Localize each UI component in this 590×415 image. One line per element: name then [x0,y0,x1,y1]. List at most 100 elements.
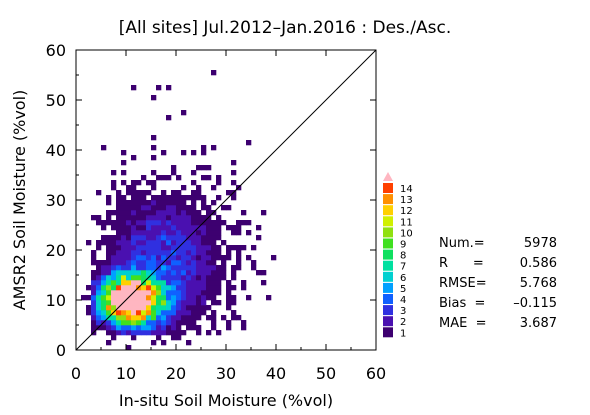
density-cell [206,235,212,241]
density-cell [126,250,132,256]
density-cell [146,235,152,241]
density-cell [271,255,277,261]
density-cell [141,310,147,316]
density-cell [186,240,192,246]
density-cell [191,250,197,256]
density-cell [206,280,212,286]
density-cell [196,270,202,276]
density-cell [171,295,177,301]
density-cell [186,210,192,216]
density-cell [216,265,222,271]
density-cell [201,290,207,296]
density-cell [171,200,177,206]
density-cell [111,290,117,296]
density-cell [191,195,197,201]
density-cell [81,295,87,301]
density-cell [256,235,262,241]
density-cell [241,245,247,251]
density-cell [131,325,137,331]
stat-mae-value: 3.687 [520,316,557,331]
density-cell [121,330,127,336]
density-cell [166,225,172,231]
density-cell [226,245,232,251]
density-cell [156,290,162,296]
density-cell [256,225,262,231]
y-axis-label: AMSR2 Soil Moisture (%vol) [10,90,29,311]
density-cell [211,325,217,331]
density-cell [131,190,137,196]
density-cell [126,270,132,276]
colorbar-swatch [383,271,393,282]
density-cell [156,220,162,226]
density-cell [106,300,112,306]
density-cell [106,240,112,246]
density-cell [126,190,132,196]
density-cell [201,310,207,316]
density-cell [121,290,127,296]
density-cell [136,245,142,251]
density-cell [161,200,167,206]
density-cell [141,255,147,261]
density-cell [216,270,222,276]
density-cell [131,285,137,291]
density-cell [196,215,202,221]
density-cell [171,240,177,246]
density-cell [206,175,212,181]
density-cell [171,315,177,321]
density-cell [191,265,197,271]
density-cell [231,310,237,316]
density-cell [176,330,182,336]
colorbar-swatch [383,227,393,238]
density-cell [141,305,147,311]
density-cell [201,260,207,266]
density-cell [231,285,237,291]
density-cell [146,215,152,221]
density-cell [201,270,207,276]
density-cell [231,230,237,236]
density-cell [151,245,157,251]
density-cell [166,290,172,296]
colorbar-label: 7 [400,262,406,273]
density-cell [236,255,242,261]
density-cell [181,300,187,306]
density-cell [181,250,187,256]
density-cell [181,290,187,296]
density-cell [161,285,167,291]
density-cell [131,210,137,216]
density-cell [181,270,187,276]
density-cell [181,275,187,281]
density-cell [206,315,212,321]
density-cell [161,320,167,326]
density-cell [151,170,157,176]
density-cell [131,215,137,221]
density-cell [126,280,132,286]
y-tick-label: 60 [46,41,66,60]
density-cell [96,215,102,221]
density-cell [141,300,147,306]
density-cell [221,270,227,276]
density-cell [136,305,142,311]
density-cell [201,240,207,246]
density-cell [106,200,112,206]
density-cell [171,260,177,266]
density-cell [96,260,102,266]
density-cell [126,210,132,216]
density-cell [116,230,122,236]
density-cell [126,215,132,221]
density-cell [196,235,202,241]
density-cell [96,305,102,311]
density-cell [106,195,112,201]
density-cell [151,210,157,216]
density-cell [151,280,157,286]
density-cell [151,265,157,271]
density-cell [221,255,227,261]
density-cell [131,250,137,256]
density-cell [161,300,167,306]
density-cell [106,320,112,326]
density-cell [131,320,137,326]
density-cell [186,220,192,226]
stat-rmse-label: RMSE= [439,276,487,291]
y-tick-label: 0 [56,341,66,360]
density-cell [231,195,237,201]
density-cell [211,250,217,256]
